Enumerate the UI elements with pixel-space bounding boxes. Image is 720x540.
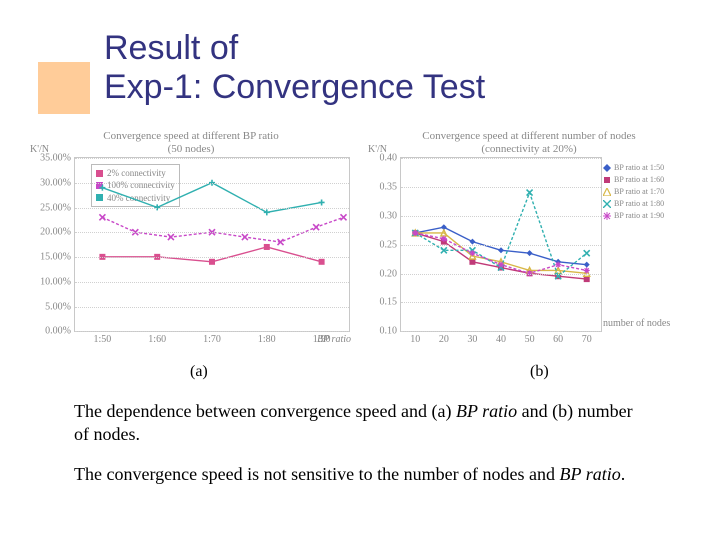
title-line2: Exp-1: Convergence Test [104, 68, 485, 107]
commentary-p1: The dependence between convergence speed… [74, 400, 644, 445]
triangle-icon [603, 188, 611, 196]
slide-title: Result of Exp-1: Convergence Test [38, 22, 485, 114]
chart-a-title: Convergence speed at different BP ratio … [28, 130, 354, 155]
chart-b-legend: BP ratio at 1:50 BP ratio at 1:60 BP rat… [603, 162, 689, 222]
legend-row: BP ratio at 1:90 [603, 210, 689, 222]
chart-b-plotarea: BP ratio at 1:50 BP ratio at 1:60 BP rat… [400, 157, 602, 332]
chart-a-svg [75, 158, 349, 331]
subfig-label-b: (b) [530, 363, 549, 381]
chart-b-xaxis-label: number of nodes [603, 318, 687, 329]
title-text: Result of Exp-1: Convergence Test [104, 29, 485, 107]
square-icon [603, 176, 611, 184]
chart-b-title: Convergence speed at different number of… [366, 130, 692, 155]
chart-b: K'/N Convergence speed at different numb… [366, 130, 692, 350]
x-icon [603, 200, 611, 208]
subfig-label-a: (a) [190, 363, 208, 381]
legend-row: BP ratio at 1:80 [603, 198, 689, 210]
charts-row: K'/N Convergence speed at different BP r… [28, 130, 692, 350]
title-accent-square [38, 62, 90, 114]
chart-a-plotarea: 2% connectivity 100% connectivity 40% co… [74, 157, 350, 332]
legend-row: BP ratio at 1:50 [603, 162, 689, 174]
diamond-icon [603, 164, 611, 172]
title-line1: Result of [104, 29, 485, 68]
legend-row: BP ratio at 1:60 [603, 174, 689, 186]
commentary-p2: The convergence speed is not sensitive t… [74, 463, 644, 486]
legend-row: BP ratio at 1:70 [603, 186, 689, 198]
commentary: The dependence between convergence speed… [74, 400, 644, 504]
chart-a: K'/N Convergence speed at different BP r… [28, 130, 354, 350]
star-icon [603, 212, 611, 220]
